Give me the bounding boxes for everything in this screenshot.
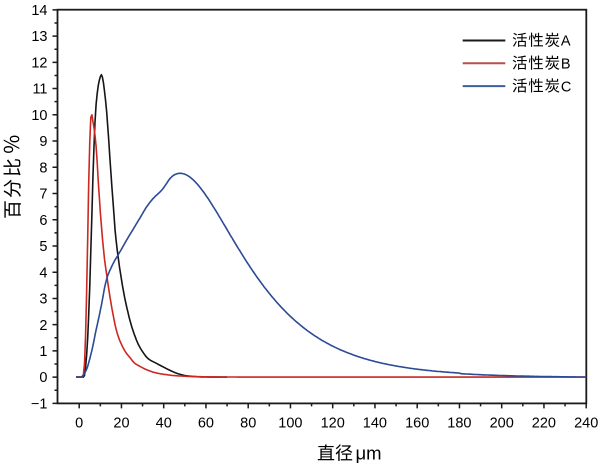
svg-text:7: 7: [39, 187, 47, 203]
svg-text:10: 10: [31, 108, 47, 124]
svg-text:14: 14: [31, 3, 47, 19]
svg-text:100: 100: [278, 416, 302, 432]
svg-text:160: 160: [405, 416, 429, 432]
svg-text:20: 20: [113, 416, 129, 432]
svg-text:12: 12: [31, 55, 47, 71]
svg-text:C: C: [561, 79, 571, 95]
svg-text:9: 9: [39, 134, 47, 150]
svg-text:5: 5: [39, 239, 47, 255]
svg-text:−1: −1: [31, 397, 48, 413]
svg-text:4: 4: [39, 265, 47, 281]
svg-text:1: 1: [39, 344, 47, 360]
svg-text:6: 6: [39, 213, 47, 229]
svg-text:60: 60: [198, 416, 214, 432]
svg-text:8: 8: [39, 160, 47, 176]
svg-text:13: 13: [31, 29, 47, 45]
svg-text:μm: μm: [356, 443, 382, 464]
svg-text:A: A: [561, 34, 571, 50]
svg-text:0: 0: [75, 416, 83, 432]
svg-text:200: 200: [490, 416, 514, 432]
svg-text:2: 2: [39, 318, 47, 334]
svg-text:0: 0: [39, 370, 47, 386]
svg-text:B: B: [561, 57, 571, 73]
svg-text:11: 11: [32, 82, 47, 98]
svg-text:80: 80: [240, 416, 256, 432]
svg-text:3: 3: [39, 292, 47, 308]
svg-text:240: 240: [574, 416, 598, 432]
svg-text:140: 140: [363, 416, 387, 432]
svg-text:40: 40: [156, 416, 172, 432]
svg-text:120: 120: [321, 416, 345, 432]
svg-text:220: 220: [532, 416, 556, 432]
svg-text:180: 180: [447, 416, 471, 432]
